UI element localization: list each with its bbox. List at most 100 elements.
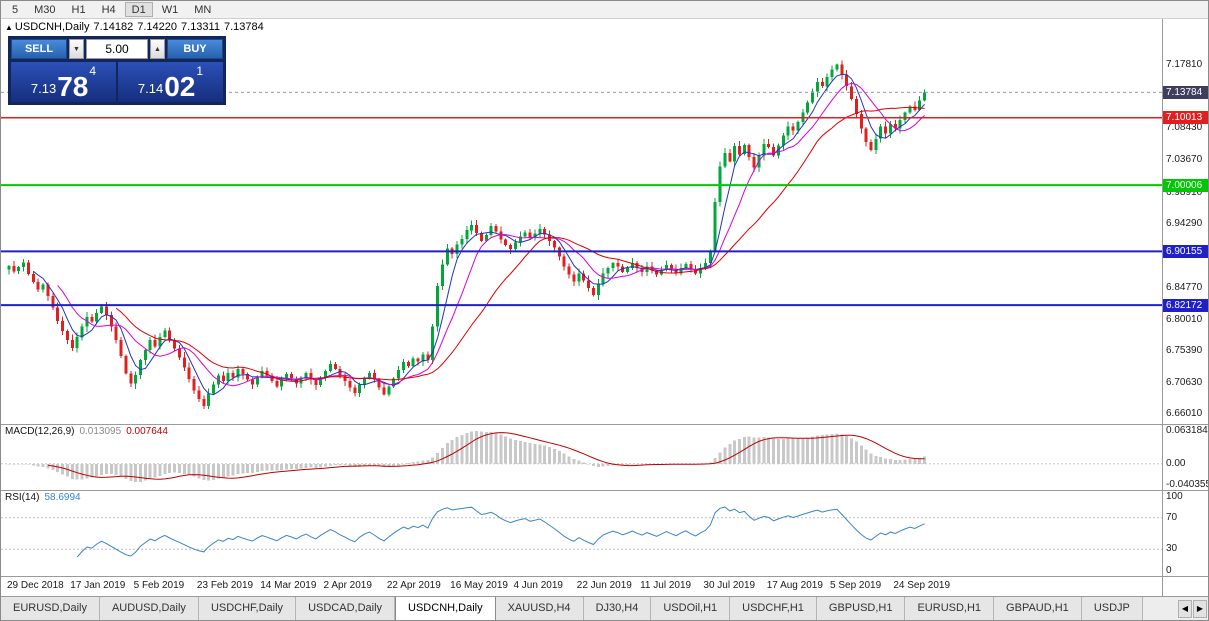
rsi-pane[interactable]: RSI(14) 58.6994 xyxy=(1,491,1162,577)
time-axis-label: 5 Feb 2019 xyxy=(133,580,185,591)
time-axis-label: 30 Jul 2019 xyxy=(703,580,756,591)
one-click-trade-panel: SELL ▼ 5.00 ▲ BUY 7.13 78 4 7.14 xyxy=(8,36,226,105)
rsi-axis-label: 30 xyxy=(1166,543,1178,555)
rsi-axis-label: 70 xyxy=(1166,511,1178,523)
price-chart-canvas[interactable] xyxy=(1,19,1162,424)
rsi-value: 58.6994 xyxy=(44,492,81,503)
price-axis-label: 6.94290 xyxy=(1166,217,1203,229)
buy-button[interactable]: BUY xyxy=(167,39,223,59)
sell-price-pips: 78 xyxy=(57,71,89,103)
timeframe-toolbar: 5 M30 H1 H4 D1 W1 MN xyxy=(1,1,1208,19)
timeframe-button-mn[interactable]: MN xyxy=(187,2,218,17)
chart-tab-gbpusd-h1[interactable]: GBPUSD,H1 xyxy=(816,597,906,620)
axis-corner xyxy=(1163,577,1208,596)
chart-tab-usdcnh-daily[interactable]: USDCNH,Daily xyxy=(395,597,496,620)
sell-price-big-figure: 7.13 xyxy=(30,81,57,96)
macd-axis-label: 0.00 xyxy=(1166,457,1186,469)
rsi-axis: 100 70 30 0 xyxy=(1163,491,1208,577)
chart-panes: ▲ USDCNH,Daily 7.14182 7.14220 7.13311 7.1378… xyxy=(1,19,1162,596)
volume-input[interactable]: 5.00 xyxy=(86,39,148,59)
macd-pane[interactable]: MACD(12,26,9) 0.013095 0.007644 xyxy=(1,425,1162,491)
time-axis-label: 22 Jun 2019 xyxy=(576,580,632,591)
chart-tab-usdcad-daily[interactable]: USDCAD,Daily xyxy=(296,597,396,620)
buy-quote[interactable]: 7.14 02 1 xyxy=(118,62,223,102)
hline-price-box: 7.00006 xyxy=(1163,178,1208,192)
sell-price-pipette: 4 xyxy=(89,64,97,78)
price-axis-label: 6.70630 xyxy=(1166,376,1203,388)
macd-main-value: 0.013095 xyxy=(79,426,122,437)
price-pane[interactable]: ▲ USDCNH,Daily 7.14182 7.14220 7.13311 7.1378… xyxy=(1,19,1162,425)
macd-title: MACD(12,26,9) xyxy=(5,426,75,437)
tab-scroll-left-icon[interactable]: ◀ xyxy=(1178,599,1192,618)
macd-signal-value: 0.007644 xyxy=(126,426,168,437)
time-axis: 29 Dec 2018 17 Jan 2019 5 Feb 2019 23 Feb 2… xyxy=(1,577,1162,596)
timeframe-button-w1[interactable]: W1 xyxy=(155,2,186,17)
chart-tab-gbpaud-h1[interactable]: GBPAUD,H1 xyxy=(994,597,1082,620)
high-value: 7.14220 xyxy=(137,21,178,33)
rsi-label: RSI(14) 58.6994 xyxy=(5,492,86,503)
collapse-triangle-icon[interactable]: ▲ xyxy=(5,23,13,32)
price-axis-label: 7.03670 xyxy=(1166,154,1203,166)
macd-axis-label: 0.063184 xyxy=(1166,425,1208,436)
price-axis-label: 7.17810 xyxy=(1166,59,1203,71)
tab-scroll-buttons: ◀ ▶ xyxy=(1177,597,1208,620)
rsi-axis-label: 100 xyxy=(1166,491,1183,502)
price-axis-label: 6.66010 xyxy=(1166,407,1203,419)
timeframe-button-h1[interactable]: H1 xyxy=(65,2,93,17)
chart-window: ▲ USDCNH,Daily 7.14182 7.14220 7.13311 7.1378… xyxy=(1,19,1208,596)
timeframe-button-h4[interactable]: H4 xyxy=(95,2,123,17)
time-axis-label: 2 Apr 2019 xyxy=(323,580,372,591)
time-axis-label: 16 May 2019 xyxy=(450,580,508,591)
chart-tab-usdoil-h1[interactable]: USDOil,H1 xyxy=(651,597,731,620)
price-axis-label: 7.08430 xyxy=(1166,122,1203,134)
macd-label: MACD(12,26,9) 0.013095 0.007644 xyxy=(5,426,173,437)
rsi-canvas[interactable] xyxy=(1,491,1162,576)
timeframe-button-5[interactable]: 5 xyxy=(5,2,25,17)
open-value: 7.14182 xyxy=(93,21,134,33)
volume-down-button[interactable]: ▼ xyxy=(69,39,84,59)
timeframe-button-m30[interactable]: M30 xyxy=(27,2,62,17)
price-axis-label: 6.80010 xyxy=(1166,313,1203,325)
price-axis-label: 6.84770 xyxy=(1166,281,1203,293)
chart-tab-xauusd-h4[interactable]: XAUUSD,H4 xyxy=(495,597,584,620)
chart-tab-dj30-h4[interactable]: DJ30,H4 xyxy=(583,597,652,620)
chart-tab-audusd-daily[interactable]: AUDUSD,Daily xyxy=(99,597,199,620)
time-axis-label: 24 Sep 2019 xyxy=(893,580,951,591)
time-axis-label: 14 Mar 2019 xyxy=(260,580,317,591)
macd-canvas[interactable] xyxy=(1,425,1162,490)
hline-price-box: 7.10013 xyxy=(1163,111,1208,125)
chart-tab-usdchf-daily[interactable]: USDCHF,Daily xyxy=(198,597,297,620)
chart-tabs: EURUSD,Daily AUDUSD,Daily USDCHF,Daily USDC… xyxy=(1,597,1143,620)
price-axis-column: 7.178107.131907.084307.036706.989106.942… xyxy=(1162,19,1208,596)
ohlc-header: ▲ USDCNH,Daily 7.14182 7.14220 7.13311 7.1378… xyxy=(5,21,268,33)
time-axis-label: 29 Dec 2018 xyxy=(7,580,64,591)
sell-quote[interactable]: 7.13 78 4 xyxy=(11,62,116,102)
sell-button[interactable]: SELL xyxy=(11,39,67,59)
hline-price-box: 6.82172 xyxy=(1163,298,1208,312)
chart-tab-usdjp[interactable]: USDJP xyxy=(1081,597,1143,620)
rsi-axis-label: 0 xyxy=(1166,565,1172,576)
time-axis-label: 11 Jul 2019 xyxy=(640,580,692,591)
chart-tab-bar: EURUSD,Daily AUDUSD,Daily USDCHF,Daily USDC… xyxy=(1,596,1208,620)
buy-price-big-figure: 7.14 xyxy=(137,81,164,96)
time-axis-label: 5 Sep 2019 xyxy=(830,580,882,591)
time-axis-label: 17 Jan 2019 xyxy=(70,580,126,591)
chart-symbol-label: USDCNH,Daily xyxy=(14,21,90,33)
low-value: 7.13311 xyxy=(181,21,220,33)
tab-scroll-right-icon[interactable]: ▶ xyxy=(1193,599,1207,618)
chart-tab-usdchf-h1[interactable]: USDCHF,H1 xyxy=(730,597,817,620)
macd-axis: 0.063184 0.00 -0.040355 xyxy=(1163,425,1208,491)
chart-tab-eurusd-h1[interactable]: EURUSD,H1 xyxy=(905,597,995,620)
buy-price-pipette: 1 xyxy=(196,64,204,78)
hline-price-box: 6.90155 xyxy=(1163,244,1208,258)
price-axis-label: 6.75390 xyxy=(1166,344,1203,356)
time-axis-label: 22 Apr 2019 xyxy=(386,580,441,591)
time-axis-label: 4 Jun 2019 xyxy=(513,580,563,591)
timeframe-button-d1[interactable]: D1 xyxy=(124,2,153,17)
time-axis-label: 17 Aug 2019 xyxy=(766,580,823,591)
rsi-title: RSI(14) xyxy=(5,492,40,503)
price-axis: 7.178107.131907.084307.036706.989106.942… xyxy=(1163,19,1208,425)
chart-tab-eurusd-daily[interactable]: EURUSD,Daily xyxy=(1,597,100,620)
volume-up-button[interactable]: ▲ xyxy=(150,39,165,59)
